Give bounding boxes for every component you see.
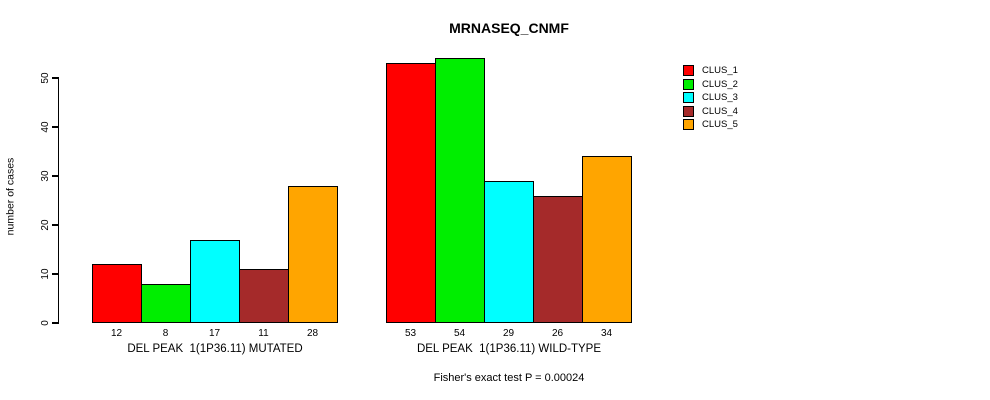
y-axis-tick [52, 322, 59, 324]
legend-label: CLUS_5 [702, 119, 738, 131]
group-label-wildtype: DEL PEAK 1(1P36.11) WILD-TYPE [416, 343, 602, 355]
bar-clus_5-mutated [288, 186, 338, 323]
y-axis-tick-label: 50 [40, 72, 51, 84]
y-axis-tick-label: 10 [40, 268, 51, 280]
legend-swatch-clus_1 [683, 65, 694, 77]
y-axis-tick [52, 273, 59, 275]
bar-value-label: 11 [258, 328, 269, 339]
legend-label: CLUS_2 [702, 78, 738, 90]
legend-item: CLUS_3 [683, 91, 738, 105]
bar-value-label: 54 [453, 328, 466, 339]
y-axis-label: number of cases [4, 157, 17, 236]
y-axis-tick-label: 30 [40, 170, 51, 182]
bar-value-label: 28 [306, 328, 319, 339]
bar-clus_3-wildtype [484, 181, 534, 323]
legend-item: CLUS_5 [683, 118, 738, 132]
fisher-test-caption: Fisher's exact test P = 0.00024 [433, 372, 585, 384]
legend-swatch-clus_2 [683, 78, 694, 90]
group-label-mutated: DEL PEAK 1(1P36.11) MUTATED [127, 343, 303, 355]
legend-label: CLUS_3 [702, 92, 738, 104]
bar-clus_3-mutated [190, 240, 240, 323]
y-axis-tick [52, 224, 59, 226]
y-axis-line [58, 78, 60, 324]
legend-item: CLUS_2 [683, 78, 738, 92]
bar-clus_2-mutated [141, 284, 191, 323]
legend-label: CLUS_1 [702, 65, 738, 77]
plot-area [59, 58, 639, 323]
legend-label: CLUS_4 [702, 105, 738, 117]
legend-item: CLUS_1 [683, 64, 738, 78]
bar-value-label: 17 [208, 328, 221, 339]
y-axis-tick [52, 175, 59, 177]
bar-clus_4-mutated [239, 269, 289, 323]
y-axis-tick-label: 40 [40, 121, 51, 133]
bar-clus_4-wildtype [533, 196, 583, 323]
legend-swatch-clus_3 [683, 92, 694, 104]
bar-clus_2-wildtype [435, 58, 485, 323]
bar-value-label: 26 [551, 328, 564, 339]
bar-value-label: 8 [162, 328, 169, 339]
y-axis-tick [52, 126, 59, 128]
bar-clus_1-wildtype [386, 63, 436, 323]
bar-value-label: 12 [110, 328, 123, 339]
bar-clus_1-mutated [92, 264, 142, 323]
chart-title: MRNASEQ_CNMF [449, 20, 569, 36]
bar-clus_5-wildtype [582, 156, 632, 323]
legend-swatch-clus_4 [683, 105, 694, 117]
y-axis-tick-label: 0 [40, 320, 51, 326]
legend: CLUS_1 CLUS_2 CLUS_3 CLUS_4 CLUS_5 [683, 64, 738, 132]
bar-value-label: 34 [600, 328, 613, 339]
bar-value-label: 53 [404, 328, 417, 339]
legend-item: CLUS_4 [683, 105, 738, 119]
legend-swatch-clus_5 [683, 119, 694, 131]
y-axis-tick-label: 20 [40, 219, 51, 231]
y-axis-tick [52, 77, 59, 79]
bar-value-label: 29 [502, 328, 515, 339]
